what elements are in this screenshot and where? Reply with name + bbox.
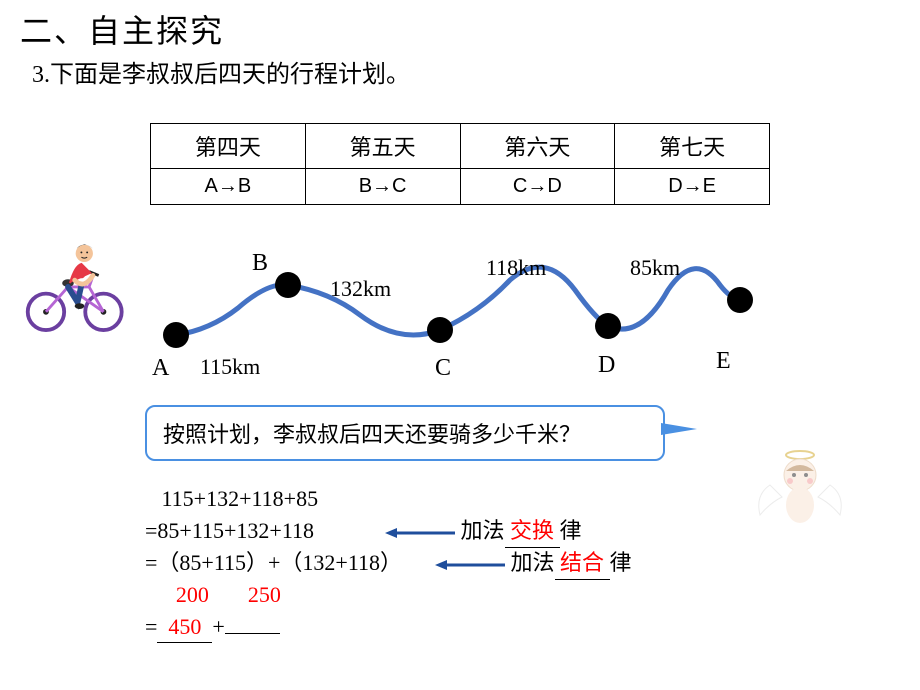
fill-blank-result: 450	[157, 611, 212, 644]
table-cell: D→E	[615, 169, 770, 205]
calc-intermediate-values: ) 200 250	[163, 579, 920, 611]
node-label-e: E	[716, 348, 731, 375]
section-title: 二、自主探究	[0, 0, 920, 52]
table-row: 第四天 第五天 第六天 第七天	[151, 124, 770, 169]
law-annotation-2: 加法结合律	[435, 547, 632, 580]
table-header: 第七天	[615, 124, 770, 169]
route-path	[0, 230, 920, 400]
question-bubble: 按照计划，李叔叔后四天还要骑多少千米？	[145, 405, 665, 461]
node-label-b: B	[252, 250, 268, 277]
arrow-icon	[385, 525, 455, 541]
table-row: A→B B→C C→D D→E	[151, 169, 770, 205]
table-cell: B→C	[305, 169, 460, 205]
intermediate-value: 250	[248, 582, 281, 607]
fill-blank-1: 交换	[505, 515, 560, 548]
calc-line-1: 115+132+118+85	[145, 483, 920, 515]
fill-blank-empty	[225, 633, 280, 634]
arrow-icon	[435, 557, 505, 573]
distance-label: 85km	[630, 255, 680, 281]
distance-label: 115km	[200, 354, 260, 380]
problem-subtitle: 3.下面是李叔叔后四天的行程计划。	[0, 52, 920, 89]
law-annotation-1: 加法交换律	[385, 515, 582, 548]
table-cell: A→B	[151, 169, 306, 205]
table-header: 第四天	[151, 124, 306, 169]
table-header: 第六天	[460, 124, 615, 169]
route-diagram: A B C D E 115km 132km 118km 85km	[0, 230, 920, 405]
question-text: 按照计划，李叔叔后四天还要骑多少千米？	[163, 422, 581, 447]
calc-line-3: =（85+115）+（132+118） 加法结合律	[145, 547, 920, 579]
intermediate-value: 200	[176, 582, 209, 607]
node-label-a: A	[152, 355, 169, 382]
fill-blank-2: 结合	[555, 547, 610, 580]
distance-label: 118km	[486, 255, 546, 281]
calculation-area: 115+132+118+85 =85+115+132+118 加法交换律 =（8…	[145, 483, 920, 643]
table-header: 第五天	[305, 124, 460, 169]
distance-label: 132km	[330, 276, 391, 302]
travel-plan-table: 第四天 第五天 第六天 第七天 A→B B→C C→D D→E	[150, 123, 770, 205]
table-cell: C→D	[460, 169, 615, 205]
node-label-c: C	[435, 355, 451, 382]
node-label-d: D	[598, 352, 615, 379]
calc-line-final: =450+	[145, 611, 920, 644]
calc-line-2: =85+115+132+118 加法交换律	[145, 515, 920, 547]
